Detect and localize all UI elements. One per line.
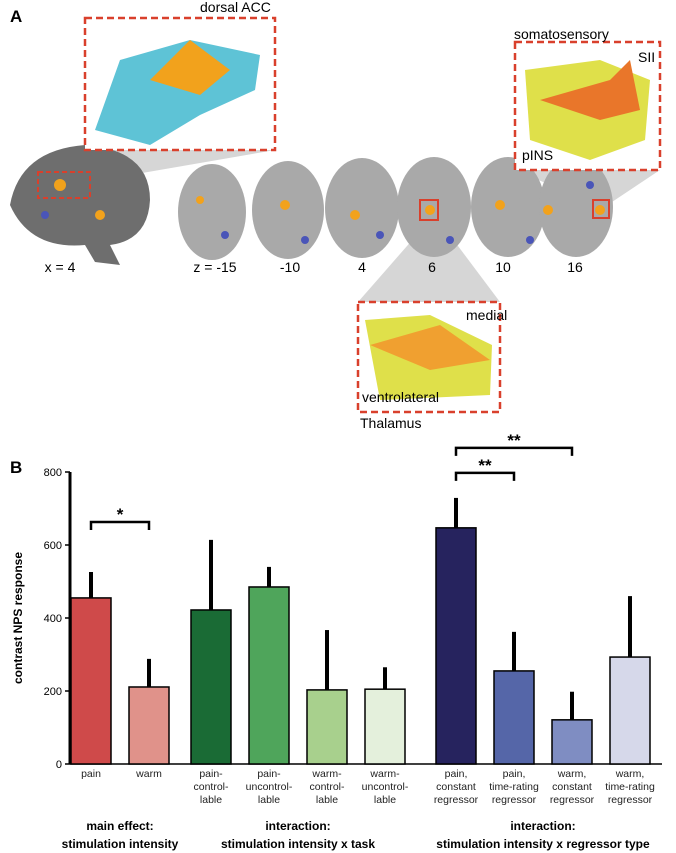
panel-label: B — [10, 458, 22, 477]
bar — [190, 609, 232, 765]
bar — [70, 597, 112, 765]
x-tick-label: warm, time-rating regressor — [605, 768, 655, 806]
significance-label: ** — [478, 456, 492, 475]
slice-label: 4 — [358, 259, 366, 275]
x-tick-label: pain, time-rating regressor — [489, 768, 539, 806]
brain-images — [10, 16, 662, 414]
bar — [493, 670, 535, 765]
x-tick-label: warm — [136, 768, 162, 780]
bar — [364, 688, 406, 765]
y-tick-label: 400 — [44, 613, 62, 625]
x-tick-label: pain- uncontrol- lable — [245, 768, 293, 806]
significance-label: ** — [507, 431, 521, 450]
y-axis-label: contrast NPS response — [11, 552, 25, 684]
group-label: main effect: stimulation intensity — [61, 819, 179, 851]
region-label: medial — [466, 307, 507, 323]
group-label: interaction: stimulation intensity x reg… — [436, 819, 650, 851]
region-label: ventrolateral — [362, 389, 439, 405]
x-tick-label: pain, constant regressor — [433, 768, 479, 806]
y-tick-label: 200 — [44, 686, 62, 698]
significance-bracket — [89, 520, 151, 531]
x-tick-label: warm- uncontrol- lable — [361, 768, 409, 806]
region-label: SII — [638, 49, 655, 65]
significance-label: * — [117, 505, 124, 524]
slice-label: 6 — [428, 259, 436, 275]
slice-label: z = -15 — [193, 259, 236, 275]
bar — [551, 719, 593, 765]
x-tick-label: warm, constant regressor — [549, 768, 595, 806]
region-label: dorsal ACC — [200, 0, 271, 15]
region-label: somatosensory — [514, 26, 609, 42]
x-tick-label: warm- control- lable — [309, 768, 345, 806]
panel-label: A — [10, 7, 22, 26]
bar — [306, 689, 348, 765]
group-label: interaction: stimulation intensity x tas… — [220, 819, 376, 851]
slice-label: x = 4 — [45, 259, 76, 275]
y-tick-label: 0 — [56, 759, 62, 771]
y-tick-label: 800 — [44, 467, 62, 479]
region-label: pINS — [522, 147, 553, 163]
slice-label: 10 — [495, 259, 511, 275]
bar — [128, 686, 170, 765]
x-tick-label: pain- control- lable — [193, 768, 229, 806]
significance-bracket — [454, 446, 574, 456]
y-tick-label: 600 — [44, 540, 62, 552]
bar — [435, 527, 477, 765]
bar — [248, 586, 290, 765]
slice-label: -10 — [280, 259, 300, 275]
region-label: Thalamus — [360, 415, 421, 431]
slice-label: 16 — [567, 259, 583, 275]
x-tick-label: pain — [81, 768, 101, 780]
significance-bracket — [454, 471, 516, 481]
bar — [609, 656, 651, 765]
